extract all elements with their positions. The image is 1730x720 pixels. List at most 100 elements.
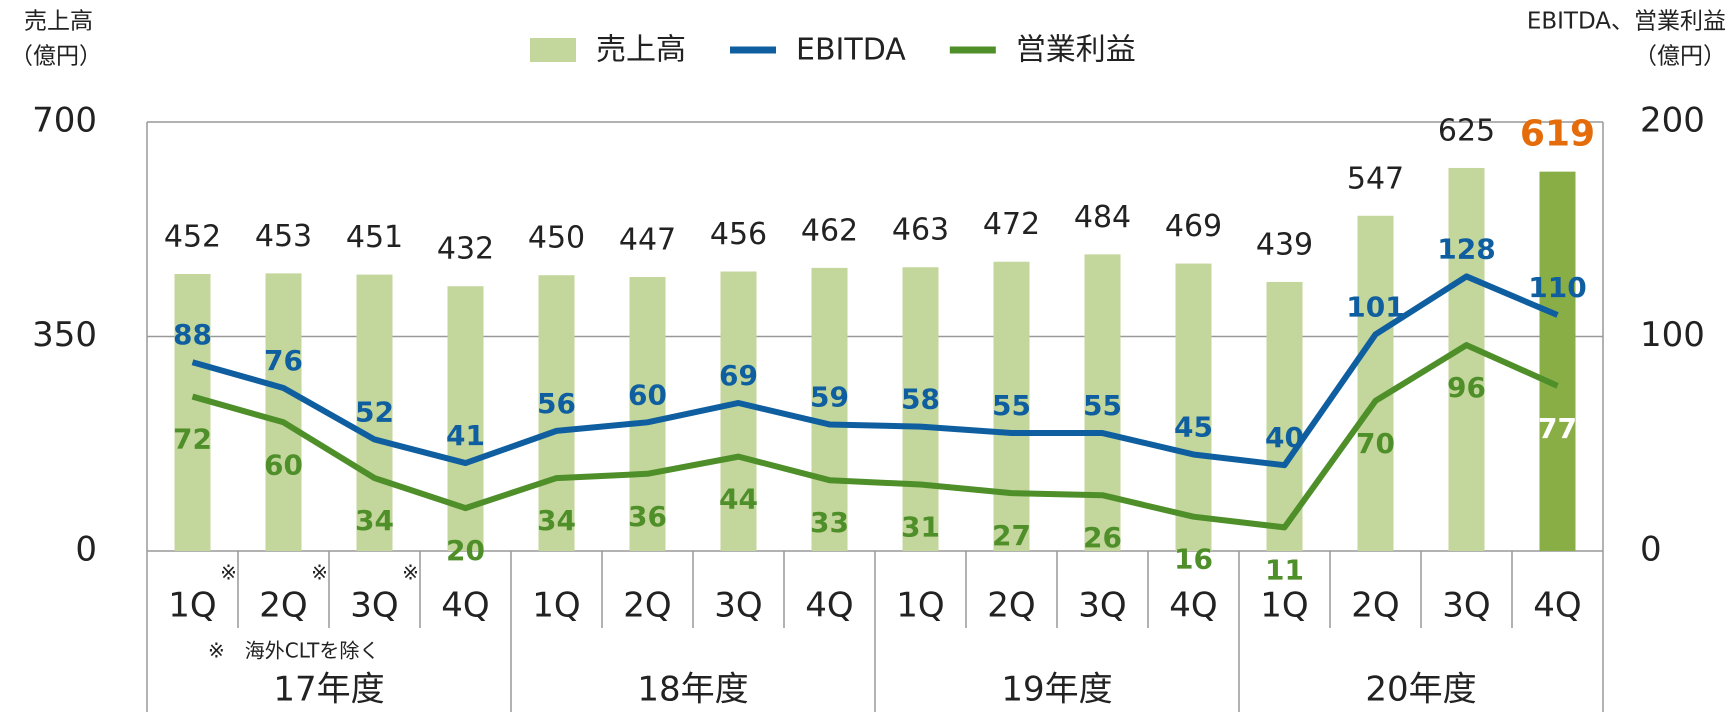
x-tick-label: 4Q [1169, 586, 1217, 626]
bar [902, 267, 939, 551]
bar-value-label: 472 [983, 207, 1040, 242]
line-value-label: 59 [810, 380, 849, 413]
y-axis-unit: （億円） [10, 44, 102, 70]
bar [1539, 171, 1576, 552]
line-value-label: 77 [1538, 412, 1577, 445]
line-value-label: 58 [901, 383, 940, 416]
bar [538, 275, 575, 551]
line-value-label: 96 [1447, 371, 1486, 404]
bar-value-label: 463 [892, 213, 949, 248]
bar [1448, 167, 1485, 551]
bar-value-label: 456 [710, 217, 767, 252]
x-tick-label: 1Q [532, 586, 580, 626]
legend-label: EBITDA [796, 33, 906, 68]
bar-value-label: 547 [1347, 161, 1404, 196]
note-mark: ※ [402, 561, 419, 585]
y2-axis-title: EBITDA、営業利益 [1527, 9, 1726, 35]
note-mark: ※ [220, 561, 237, 585]
bar-value-label: 439 [1256, 227, 1313, 262]
bar [1357, 215, 1394, 551]
x-tick-label: 2Q [259, 586, 307, 626]
line-value-label: 55 [992, 389, 1031, 422]
x-tick-label: 1Q [896, 586, 944, 626]
group-label: 18年度 [637, 670, 748, 710]
line-value-label: 44 [719, 483, 758, 516]
line [191, 273, 1559, 469]
group-label: 20年度 [1365, 670, 1476, 710]
y2-tick-label: 200 [1640, 101, 1705, 141]
x-tick-label: 4Q [805, 586, 853, 626]
line [191, 342, 1559, 531]
line-value-label: 88 [173, 318, 212, 351]
line-value-label: 45 [1174, 410, 1213, 443]
line-value-label: 101 [1346, 290, 1404, 323]
bar-value-label: 484 [1074, 200, 1131, 235]
line-value-label: 76 [264, 344, 303, 377]
legend-label: 売上高 [596, 33, 686, 68]
x-tick-label: 3Q [350, 586, 398, 626]
footnote: ※ 海外CLTを除く [208, 639, 379, 663]
line-value-label: 70 [1356, 427, 1395, 460]
line-value-label: 20 [446, 534, 485, 567]
bar-value-label: 625 [1438, 113, 1495, 148]
x-tick-label: 1Q [168, 586, 216, 626]
y2-tick-label: 0 [1640, 530, 1662, 570]
bar-value-label: 462 [801, 213, 858, 248]
x-tick-label: 3Q [1442, 586, 1490, 626]
bar-value-label: 432 [437, 232, 494, 267]
bar [993, 261, 1030, 551]
group-label: 17年度 [273, 670, 384, 710]
bar [1175, 263, 1212, 551]
bar [811, 267, 848, 551]
x-tick-label: 2Q [623, 586, 671, 626]
line-value-label: 110 [1528, 271, 1586, 304]
y2-tick-label: 100 [1640, 315, 1705, 355]
line-value-label: 36 [628, 500, 667, 533]
group-label: 19年度 [1001, 670, 1112, 710]
line-value-label: 16 [1174, 543, 1213, 576]
line-value-label: 69 [719, 359, 758, 392]
line-value-label: 34 [537, 504, 576, 537]
y-tick-label: 0 [75, 530, 97, 570]
line-value-label: 26 [1083, 521, 1122, 554]
x-tick-label: 3Q [1078, 586, 1126, 626]
x-tick-label: 4Q [1533, 586, 1581, 626]
bar [629, 277, 666, 551]
legend-label: 営業利益 [1016, 33, 1136, 68]
x-tick-label: 1Q [1260, 586, 1308, 626]
bar-value-label: 469 [1165, 209, 1222, 244]
line-value-label: 27 [992, 519, 1031, 552]
bar [356, 274, 393, 551]
y-tick-label: 350 [32, 315, 97, 355]
y2-axis-unit: （億円） [1634, 44, 1726, 70]
x-tick-label: 2Q [1351, 586, 1399, 626]
line-value-label: 41 [446, 419, 485, 452]
bar-value-label: 447 [619, 223, 676, 258]
line-value-label: 60 [264, 448, 303, 481]
bar [720, 271, 757, 551]
bar-value-label: 453 [255, 219, 312, 254]
line-value-label: 33 [810, 506, 849, 539]
legend-swatch [530, 38, 576, 62]
y-tick-label: 700 [32, 101, 97, 141]
bar [1084, 254, 1121, 551]
bar [265, 273, 302, 551]
bar-value-label: 451 [346, 220, 403, 255]
bar-value-label: 452 [164, 219, 221, 254]
line-value-label: 31 [901, 511, 940, 544]
x-tick-label: 3Q [714, 586, 762, 626]
line-value-label: 56 [537, 387, 576, 420]
bar-value-label: 619 [1520, 114, 1595, 155]
bar [174, 273, 211, 551]
y-axis-title: 売上高 [24, 9, 93, 35]
x-tick-label: 4Q [441, 586, 489, 626]
line-value-label: 34 [355, 504, 394, 537]
line-value-label: 40 [1265, 421, 1304, 454]
note-mark: ※ [311, 561, 328, 585]
line-value-label: 11 [1265, 553, 1304, 586]
line-value-label: 72 [173, 423, 212, 456]
x-tick-label: 2Q [987, 586, 1035, 626]
bar-value-label: 450 [528, 221, 585, 256]
line-value-label: 128 [1437, 232, 1495, 265]
